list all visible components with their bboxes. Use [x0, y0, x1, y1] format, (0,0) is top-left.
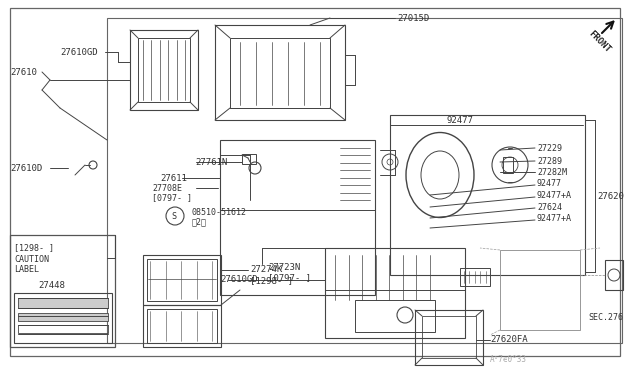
Text: 27448: 27448	[38, 280, 65, 289]
Bar	[503, 157, 513, 173]
Text: 92477: 92477	[447, 115, 474, 125]
Text: 27708E: 27708E	[152, 183, 182, 192]
Text: [1298- ]: [1298- ]	[250, 276, 293, 285]
Bar	[143, 305, 221, 347]
Text: 27610: 27610	[10, 67, 37, 77]
Bar	[147, 259, 217, 301]
Text: [1298- ]: [1298- ]	[14, 244, 54, 253]
Bar	[460, 268, 490, 286]
Text: [0797- ]: [0797- ]	[152, 193, 192, 202]
Text: 27620FA: 27620FA	[490, 336, 527, 344]
Bar	[10, 235, 115, 347]
Bar	[605, 260, 623, 290]
Text: （2）: （2）	[192, 218, 207, 227]
Bar	[220, 140, 375, 295]
Bar	[390, 115, 585, 275]
Bar	[500, 250, 580, 330]
Text: 27611: 27611	[160, 173, 187, 183]
Bar	[107, 18, 622, 343]
Text: FRONT: FRONT	[587, 29, 612, 55]
Text: 27620: 27620	[597, 192, 624, 201]
Bar	[230, 38, 330, 108]
Text: S: S	[172, 212, 177, 221]
Text: 27289: 27289	[537, 157, 562, 166]
Bar	[415, 310, 483, 365]
Bar	[215, 25, 345, 120]
Text: 08510-51612: 08510-51612	[192, 208, 247, 217]
Text: CAUTION: CAUTION	[14, 254, 49, 263]
Text: SEC.276: SEC.276	[588, 314, 623, 323]
Bar	[138, 38, 190, 102]
Text: 27610GD: 27610GD	[60, 48, 98, 57]
Text: 27610GD: 27610GD	[220, 276, 258, 285]
Bar	[14, 293, 112, 343]
Bar	[18, 298, 108, 308]
Text: 27274K: 27274K	[250, 266, 282, 275]
Text: 27610D: 27610D	[10, 164, 42, 173]
Bar	[130, 30, 198, 110]
Bar	[147, 309, 217, 343]
Text: 92477+A: 92477+A	[537, 190, 572, 199]
Bar	[325, 248, 465, 338]
Text: [0797- ]: [0797- ]	[268, 273, 311, 282]
Bar	[355, 300, 435, 332]
Text: 27624: 27624	[537, 202, 562, 212]
Text: 27761N: 27761N	[195, 157, 227, 167]
Text: 27015D: 27015D	[397, 13, 429, 22]
Text: LABEL: LABEL	[14, 266, 39, 275]
Text: A¹7∊0°33: A¹7∊0°33	[490, 356, 527, 365]
Bar	[242, 154, 256, 164]
Text: 27282M: 27282M	[537, 167, 567, 176]
Text: 27723N: 27723N	[268, 263, 300, 273]
Bar	[143, 255, 221, 305]
Bar	[18, 313, 108, 321]
Text: 92477: 92477	[537, 179, 562, 187]
Text: 92477+A: 92477+A	[537, 214, 572, 222]
Text: 27229: 27229	[537, 144, 562, 153]
Bar	[18, 325, 108, 333]
Bar	[422, 316, 476, 358]
